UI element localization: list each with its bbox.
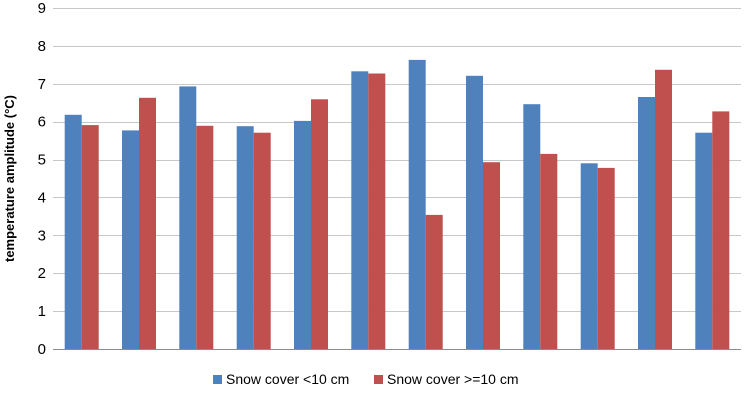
y-tick-labels: 0 1 2 3 4 5 6 7 8 9	[38, 0, 46, 358]
bar-series2-group6	[368, 73, 386, 349]
bar-series2-group4	[253, 132, 271, 349]
bar-series1-group9	[523, 104, 541, 349]
y-tick-label-6: 6	[38, 114, 46, 131]
bar-series2-group12	[712, 111, 730, 350]
y-tick-label-5: 5	[38, 152, 46, 169]
bars	[64, 59, 730, 350]
y-tick-label-7: 7	[38, 76, 46, 93]
y-tick-label-1: 1	[38, 303, 46, 320]
bar-series2-group9	[540, 153, 558, 349]
y-tick-label-0: 0	[38, 341, 46, 358]
bar-series1-group6	[351, 71, 369, 350]
bar-series2-group3	[196, 125, 214, 349]
bar-series2-group5	[311, 99, 328, 349]
bar-series1-group10	[580, 163, 598, 349]
bar-series1-group5	[294, 120, 311, 350]
legend-label-snow-lt-10: Snow cover <10 cm	[226, 371, 349, 387]
bar-series1-group12	[695, 132, 713, 349]
bar-series2-group11	[655, 69, 672, 350]
bar-series2-group7	[425, 214, 443, 349]
y-tick-label-2: 2	[38, 265, 46, 282]
legend-label-snow-ge-10: Snow cover >=10 cm	[387, 371, 519, 387]
bar-series1-group2	[122, 130, 139, 349]
bar-series2-group10	[597, 167, 615, 349]
bar-series2-group2	[139, 97, 156, 349]
gridlines	[53, 8, 741, 312]
bar-series1-group8	[466, 75, 483, 350]
bar-series2-group8	[483, 162, 500, 349]
y-tick-label-9: 9	[38, 0, 46, 17]
bar-series1-group4	[236, 126, 254, 349]
y-tick-label-4: 4	[38, 189, 46, 206]
legend-swatch-snow-lt-10	[213, 375, 222, 384]
y-axis-title: temperature amplitude (°C)	[2, 95, 17, 262]
bar-series1-group3	[179, 86, 197, 350]
bar-series1-group11	[638, 97, 655, 349]
y-tick-label-3: 3	[38, 227, 46, 244]
y-tick-label-8: 8	[38, 38, 46, 55]
bar-series2-group1	[81, 125, 99, 349]
bar-series1-group1	[64, 114, 82, 349]
legend-swatch-snow-ge-10	[374, 375, 383, 384]
legend: Snow cover <10 cm Snow cover >=10 cm	[213, 371, 519, 387]
bar-series1-group7	[408, 59, 426, 350]
